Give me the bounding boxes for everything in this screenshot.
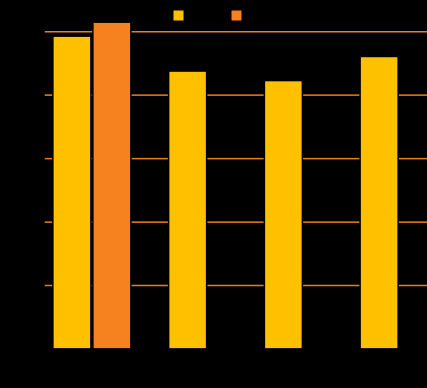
bar-q1-2025[interactable] (52, 35, 92, 350)
y-tick-label-40: 40 (17, 86, 36, 105)
bar-q3-2025[interactable] (263, 79, 304, 350)
y-tick-label-0: 0 (27, 340, 36, 359)
legend-swatch-2026 (230, 9, 243, 22)
x-tick-label-q1: Q1 (81, 368, 104, 387)
y-tick-label-50: 50 (17, 23, 36, 42)
bar-q4-2025[interactable] (359, 55, 399, 350)
bar-q1-2026[interactable] (92, 21, 132, 350)
bar-q2-2025[interactable] (167, 70, 208, 350)
x-tick-label-q3: Q3 (272, 368, 295, 387)
x-tick-label-q2: Q2 (176, 368, 199, 387)
legend-label-2025: 2025 (186, 6, 224, 25)
legend-label-2026: 2026 (244, 6, 282, 25)
x-tick-label-q4: Q4 (368, 368, 391, 387)
y-tick-label-30: 30 (17, 150, 36, 169)
legend-swatch-2025 (172, 9, 185, 22)
y-tick-label-10: 10 (17, 277, 36, 296)
y-tick-label-20: 20 (17, 213, 36, 232)
